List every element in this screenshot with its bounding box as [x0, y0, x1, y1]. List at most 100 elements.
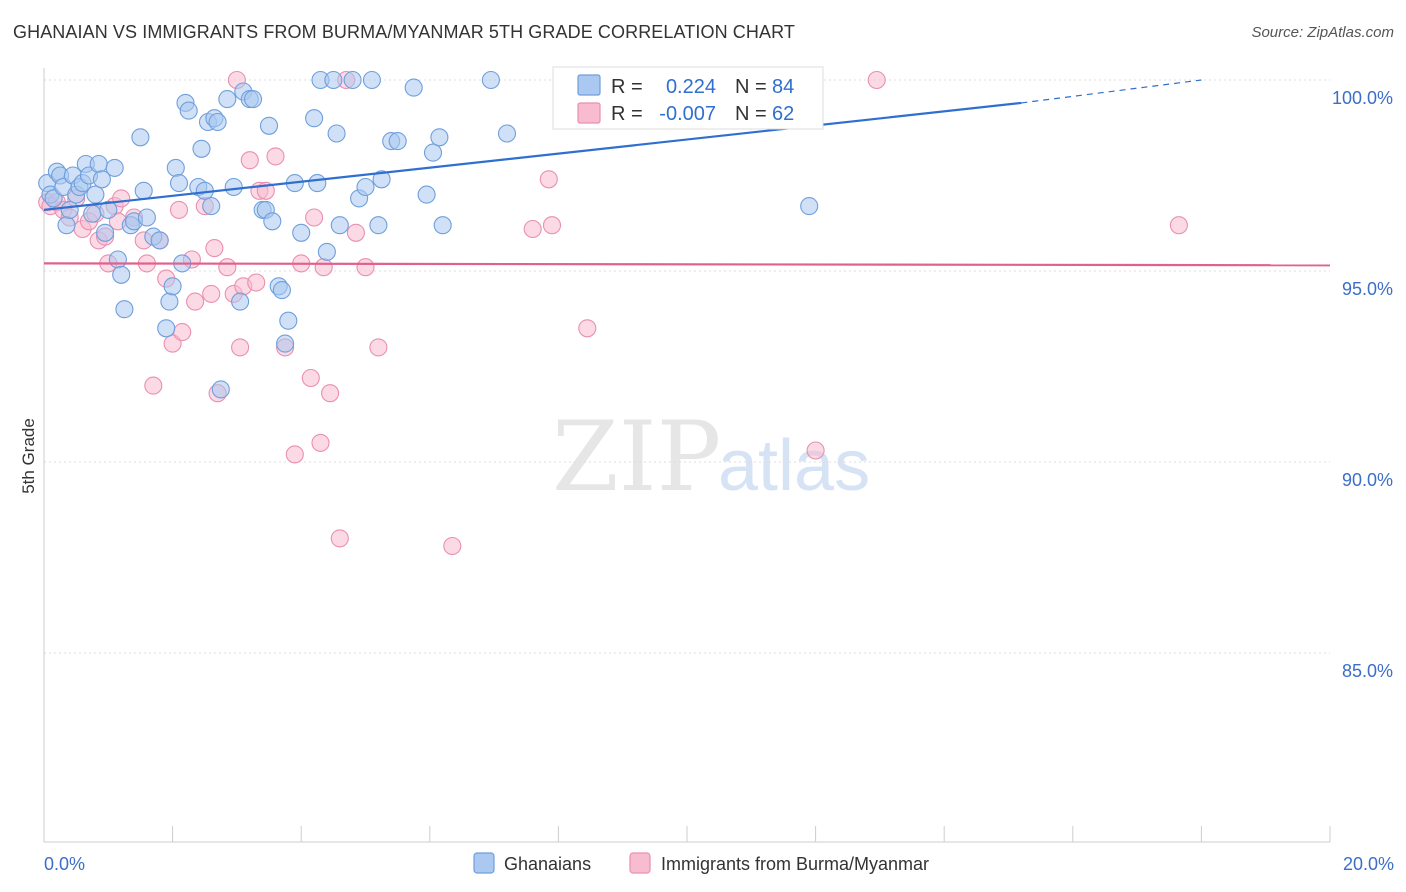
ghanaian-point — [263, 212, 282, 231]
ghanaian-point — [131, 128, 150, 147]
burma-point — [346, 223, 365, 242]
legend-swatch-pink — [577, 102, 601, 124]
bottom-legend-label-burma: Immigrants from Burma/Myanmar — [661, 854, 929, 874]
ghanaian-point — [481, 70, 500, 90]
ghanaian-point — [179, 101, 198, 120]
burma-point — [539, 170, 558, 189]
burma-point — [305, 208, 324, 227]
ghanaian-point — [218, 90, 237, 109]
ghanaian-point — [115, 300, 134, 319]
ghanaian-point — [372, 170, 391, 189]
ghanaian-point — [211, 380, 230, 399]
legend-r-label-2: R = — [611, 103, 643, 125]
burma-point — [578, 319, 597, 338]
gridlines — [44, 79, 1330, 654]
ghanaian-point — [800, 197, 819, 216]
ghanaian-point — [276, 334, 295, 353]
burma-point — [144, 376, 163, 395]
ghanaian-point — [279, 311, 298, 330]
trend-line-ghanaians-extension — [1021, 79, 1202, 104]
ghanaian-point — [423, 143, 443, 162]
x-tick-label-min: 0.0% — [44, 854, 85, 874]
trend-lines — [43, 79, 1331, 267]
burma-point — [1169, 216, 1188, 235]
ghanaian-point — [150, 231, 169, 250]
ghanaian-point — [224, 177, 243, 197]
burma-point — [443, 536, 462, 556]
burma-point — [523, 219, 542, 239]
ghanaian-point — [60, 200, 79, 219]
trend-line-ghanaians — [43, 101, 1022, 211]
burma-point — [321, 384, 340, 403]
burma-point — [169, 200, 189, 219]
ghanaian-point — [105, 158, 124, 177]
burma-point — [202, 284, 221, 303]
ghanaian-point — [305, 109, 324, 128]
ghanaian-point — [112, 265, 131, 284]
ghanaian-point — [169, 174, 189, 193]
burma-point — [231, 338, 250, 357]
series-legend: Ghanaians Immigrants from Burma/Myanmar — [473, 852, 929, 874]
ghanaian-point — [327, 124, 346, 143]
legend-n-value-2: 62 — [772, 103, 794, 125]
burma-point — [311, 433, 330, 452]
x-tick-label-max: 20.0% — [1343, 854, 1394, 874]
ghanaian-point — [108, 250, 127, 269]
ghanaian-point — [330, 216, 349, 235]
ghanaian-point — [417, 185, 436, 204]
watermark-atlas: atlas — [718, 426, 870, 506]
y-axis-label: 5th Grade — [19, 418, 38, 494]
ghanaian-point — [497, 124, 517, 143]
y-tick-label-85: 85.0% — [1342, 661, 1393, 681]
ghanaian-point — [430, 128, 449, 147]
burma-point — [301, 368, 320, 388]
ghanaian-point — [99, 200, 118, 219]
ghanaian-point — [134, 181, 153, 200]
burma-point — [218, 258, 237, 277]
ghanaian-point — [202, 197, 221, 216]
bottom-legend-swatch-burma — [629, 852, 651, 874]
burma-point — [314, 258, 333, 277]
ghanaian-point — [83, 204, 102, 223]
legend-n-label-1: N = — [735, 76, 767, 98]
ghanaian-point — [157, 319, 176, 338]
ghanaian-point — [343, 70, 362, 90]
ghanaian-point — [137, 208, 156, 227]
legend-swatch-blue — [577, 74, 601, 96]
legend-r-value-1: 0.224 — [666, 76, 716, 98]
ghanaian-point — [324, 70, 343, 90]
legend-r-value-2: -0.007 — [659, 103, 716, 125]
ghanaian-point — [192, 139, 211, 158]
ghanaian-point — [86, 185, 105, 204]
ghanaian-point — [57, 216, 76, 235]
ghanaian-point — [317, 242, 336, 261]
y-tick-label-90: 90.0% — [1342, 470, 1393, 490]
burma-point — [247, 273, 266, 292]
burma-point — [806, 441, 825, 460]
ghanaian-point — [388, 132, 407, 151]
ghanaian-point — [433, 216, 452, 235]
y-tick-label-100: 100.0% — [1332, 88, 1393, 108]
burma-point — [542, 216, 562, 235]
burma-point — [186, 292, 205, 311]
bottom-legend-label-ghanaians: Ghanaians — [504, 854, 591, 874]
legend-r-label-1: R = — [611, 76, 643, 98]
ghanaian-point — [243, 90, 263, 109]
legend-n-label-2: N = — [735, 103, 767, 125]
ghanaian-point — [163, 277, 182, 296]
y-tick-label-95: 95.0% — [1342, 279, 1393, 299]
ghanaian-point — [96, 223, 115, 242]
burma-point — [369, 338, 388, 357]
trend-line-burma — [43, 262, 1331, 267]
ghanaian-point — [356, 177, 375, 197]
ghanaian-point — [308, 174, 327, 193]
chart-title: GHANAIAN VS IMMIGRANTS FROM BURMA/MYANMA… — [13, 22, 795, 42]
ghanaian-point — [231, 292, 250, 311]
burma-point — [285, 445, 304, 464]
ghanaian-point — [259, 116, 279, 135]
burma-point — [266, 147, 285, 166]
source-label: Source: ZipAtlas.com — [1251, 24, 1394, 41]
burma-point — [356, 258, 375, 277]
ghanaian-point — [362, 70, 381, 90]
